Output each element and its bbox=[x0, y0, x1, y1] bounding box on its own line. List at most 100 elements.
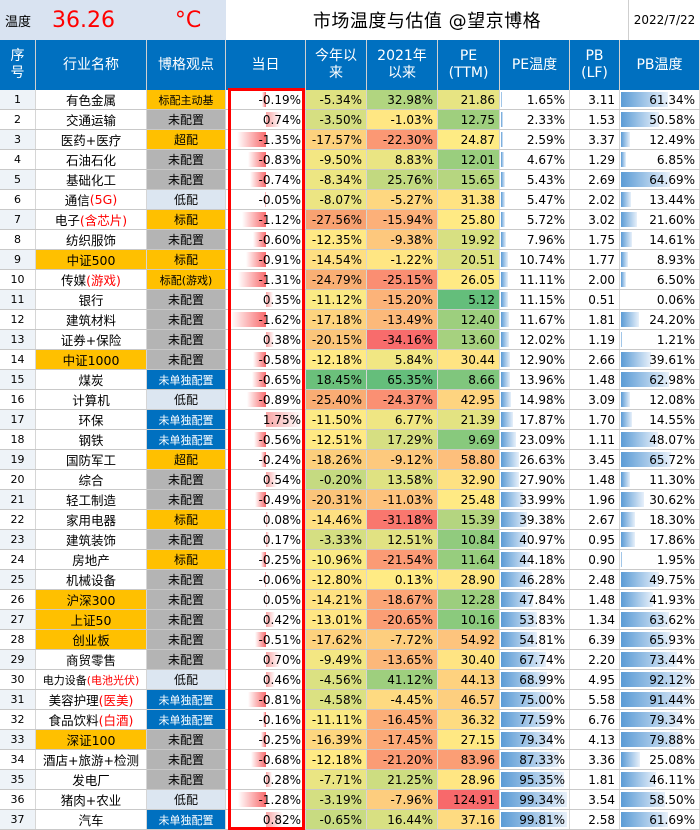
since-2021-change-cell[interactable]: -22.30% bbox=[367, 130, 438, 149]
industry-name-cell[interactable]: 建筑装饰 bbox=[36, 530, 147, 549]
ytd-change-cell[interactable]: -14.21% bbox=[306, 590, 367, 609]
pb-temperature-cell[interactable]: 1.95% bbox=[620, 550, 700, 569]
col-header-pb-temp[interactable]: PB温度 bbox=[620, 40, 700, 90]
industry-name-cell[interactable]: 通信 (5G) bbox=[36, 190, 147, 209]
view-cell[interactable]: 未配置 bbox=[147, 650, 226, 669]
row-number-cell[interactable]: 1 bbox=[0, 90, 36, 109]
industry-name-cell[interactable]: 电力设备 (电池光伏) bbox=[36, 670, 147, 689]
pe-ttm-cell[interactable]: 12.40 bbox=[438, 310, 500, 329]
since-2021-change-cell[interactable]: -1.03% bbox=[367, 110, 438, 129]
row-number-cell[interactable]: 7 bbox=[0, 210, 36, 229]
since-2021-change-cell[interactable]: -1.22% bbox=[367, 250, 438, 269]
since-2021-change-cell[interactable]: -18.67% bbox=[367, 590, 438, 609]
pe-temperature-cell[interactable]: 53.83% bbox=[500, 610, 570, 629]
pe-temperature-cell[interactable]: 1.65% bbox=[500, 90, 570, 109]
row-number-cell[interactable]: 25 bbox=[0, 570, 36, 589]
pe-ttm-cell[interactable]: 28.90 bbox=[438, 570, 500, 589]
row-number-cell[interactable]: 15 bbox=[0, 370, 36, 389]
pb-lf-cell[interactable]: 0.95 bbox=[570, 530, 620, 549]
today-change-cell[interactable]: -0.24% bbox=[226, 450, 306, 469]
industry-name-cell[interactable]: 中证1000 bbox=[36, 350, 147, 369]
pb-lf-cell[interactable]: 1.81 bbox=[570, 770, 620, 789]
today-change-cell[interactable]: -0.58% bbox=[226, 350, 306, 369]
today-change-cell[interactable]: -0.06% bbox=[226, 570, 306, 589]
row-number-cell[interactable]: 33 bbox=[0, 730, 36, 749]
pb-lf-cell[interactable]: 1.48 bbox=[570, 370, 620, 389]
row-number-cell[interactable]: 36 bbox=[0, 790, 36, 809]
pb-lf-cell[interactable]: 3.54 bbox=[570, 790, 620, 809]
pb-lf-cell[interactable]: 3.02 bbox=[570, 210, 620, 229]
pb-temperature-cell[interactable]: 1.21% bbox=[620, 330, 700, 349]
pe-temperature-cell[interactable]: 5.47% bbox=[500, 190, 570, 209]
pe-temperature-cell[interactable]: 2.59% bbox=[500, 130, 570, 149]
industry-name-cell[interactable]: 汽车 bbox=[36, 810, 147, 829]
col-header-ytd[interactable]: 今年以 来 bbox=[306, 40, 367, 90]
since-2021-change-cell[interactable]: -9.38% bbox=[367, 230, 438, 249]
pb-temperature-cell[interactable]: 46.11% bbox=[620, 770, 700, 789]
pb-temperature-cell[interactable]: 48.07% bbox=[620, 430, 700, 449]
pe-ttm-cell[interactable]: 27.15 bbox=[438, 730, 500, 749]
pb-temperature-cell[interactable]: 41.93% bbox=[620, 590, 700, 609]
pe-temperature-cell[interactable]: 5.72% bbox=[500, 210, 570, 229]
industry-name-cell[interactable]: 国防军工 bbox=[36, 450, 147, 469]
col-header-pb[interactable]: PB (LF) bbox=[570, 40, 620, 90]
row-number-cell[interactable]: 29 bbox=[0, 650, 36, 669]
pb-lf-cell[interactable]: 4.13 bbox=[570, 730, 620, 749]
since-2021-change-cell[interactable]: 13.58% bbox=[367, 470, 438, 489]
pe-temperature-cell[interactable]: 67.74% bbox=[500, 650, 570, 669]
pe-ttm-cell[interactable]: 83.96 bbox=[438, 750, 500, 769]
pb-temperature-cell[interactable]: 39.61% bbox=[620, 350, 700, 369]
row-number-cell[interactable]: 20 bbox=[0, 470, 36, 489]
row-number-cell[interactable]: 28 bbox=[0, 630, 36, 649]
pe-temperature-cell[interactable]: 7.96% bbox=[500, 230, 570, 249]
industry-name-cell[interactable]: 美容护理 (医美) bbox=[36, 690, 147, 709]
view-cell[interactable]: 低配 bbox=[147, 670, 226, 689]
pb-lf-cell[interactable]: 1.29 bbox=[570, 150, 620, 169]
pb-lf-cell[interactable]: 1.77 bbox=[570, 250, 620, 269]
ytd-change-cell[interactable]: -4.56% bbox=[306, 670, 367, 689]
since-2021-change-cell[interactable]: -20.65% bbox=[367, 610, 438, 629]
pe-temperature-cell[interactable]: 12.02% bbox=[500, 330, 570, 349]
ytd-change-cell[interactable]: -4.58% bbox=[306, 690, 367, 709]
pe-temperature-cell[interactable]: 87.33% bbox=[500, 750, 570, 769]
view-cell[interactable]: 标配 bbox=[147, 250, 226, 269]
col-header-pe[interactable]: PE (TTM) bbox=[438, 40, 500, 90]
view-cell[interactable]: 低配 bbox=[147, 390, 226, 409]
pb-temperature-cell[interactable]: 65.93% bbox=[620, 630, 700, 649]
pe-temperature-cell[interactable]: 23.09% bbox=[500, 430, 570, 449]
row-number-cell[interactable]: 27 bbox=[0, 610, 36, 629]
view-cell[interactable]: 低配 bbox=[147, 190, 226, 209]
today-change-cell[interactable]: 0.42% bbox=[226, 610, 306, 629]
pe-temperature-cell[interactable]: 99.81% bbox=[500, 810, 570, 829]
col-header-view[interactable]: 博格观点 bbox=[147, 40, 226, 90]
industry-name-cell[interactable]: 房地产 bbox=[36, 550, 147, 569]
pe-ttm-cell[interactable]: 13.60 bbox=[438, 330, 500, 349]
today-change-cell[interactable]: -0.19% bbox=[226, 90, 306, 109]
ytd-change-cell[interactable]: -11.11% bbox=[306, 710, 367, 729]
today-change-cell[interactable]: 0.08% bbox=[226, 510, 306, 529]
pb-temperature-cell[interactable]: 65.72% bbox=[620, 450, 700, 469]
pb-temperature-cell[interactable]: 24.20% bbox=[620, 310, 700, 329]
pb-temperature-cell[interactable]: 92.12% bbox=[620, 670, 700, 689]
today-change-cell[interactable]: -0.60% bbox=[226, 230, 306, 249]
today-change-cell[interactable]: -0.83% bbox=[226, 150, 306, 169]
industry-name-cell[interactable]: 食品饮料 (白酒) bbox=[36, 710, 147, 729]
view-cell[interactable]: 未配置 bbox=[147, 110, 226, 129]
industry-name-cell[interactable]: 猪肉+农业 bbox=[36, 790, 147, 809]
row-number-cell[interactable]: 31 bbox=[0, 690, 36, 709]
pe-ttm-cell[interactable]: 12.28 bbox=[438, 590, 500, 609]
pe-temperature-cell[interactable]: 13.96% bbox=[500, 370, 570, 389]
row-number-cell[interactable]: 4 bbox=[0, 150, 36, 169]
row-number-cell[interactable]: 10 bbox=[0, 270, 36, 289]
pe-temperature-cell[interactable]: 17.87% bbox=[500, 410, 570, 429]
row-number-cell[interactable]: 21 bbox=[0, 490, 36, 509]
pe-ttm-cell[interactable]: 26.05 bbox=[438, 270, 500, 289]
today-change-cell[interactable]: 0.54% bbox=[226, 470, 306, 489]
row-number-cell[interactable]: 24 bbox=[0, 550, 36, 569]
view-cell[interactable]: 未配置 bbox=[147, 570, 226, 589]
row-number-cell[interactable]: 8 bbox=[0, 230, 36, 249]
pe-ttm-cell[interactable]: 58.80 bbox=[438, 450, 500, 469]
today-change-cell[interactable]: -0.68% bbox=[226, 750, 306, 769]
view-cell[interactable]: 未配置 bbox=[147, 470, 226, 489]
pb-lf-cell[interactable]: 3.36 bbox=[570, 750, 620, 769]
